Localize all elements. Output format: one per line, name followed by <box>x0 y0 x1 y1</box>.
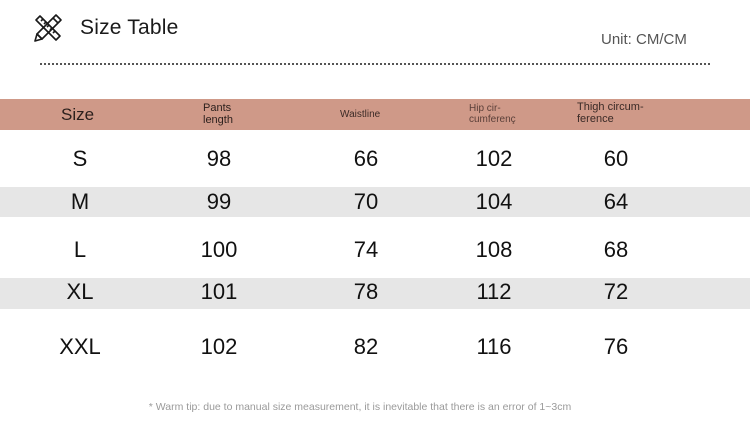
table-cell-hip: 104 <box>475 189 513 214</box>
table-cell-pants-length: 100 <box>200 237 238 262</box>
column-header-size: Size <box>61 106 94 124</box>
table-cell-pants-length: 101 <box>200 279 238 304</box>
table-cell-hip: 112 <box>476 279 512 304</box>
column-header-size-label: Size <box>61 105 95 124</box>
table-cell-thigh: 60 <box>603 146 629 171</box>
column-header-pants-length: Pants length <box>203 102 233 126</box>
column-header-hip-line1: Hip cir- <box>469 103 501 114</box>
column-header-waistline-label: Waistline <box>340 109 381 120</box>
table-cell-waistline: 82 <box>353 334 379 359</box>
row-band <box>0 278 750 309</box>
table-cell-size: XXL <box>59 334 101 359</box>
table-cell-hip: 116 <box>476 334 512 359</box>
table-cell-waistline: 66 <box>353 146 379 171</box>
table-cell-size: S <box>72 146 88 171</box>
table-cell-thigh: 76 <box>603 334 629 359</box>
table-cell-thigh: 72 <box>603 279 629 304</box>
table-cell-waistline: 70 <box>353 189 379 214</box>
unit-label: Unit: CM/CM <box>601 31 687 48</box>
ruler-pencil-icon <box>34 14 62 42</box>
column-header-hip: Hip cir- cumferenç <box>469 103 516 125</box>
table-cell-thigh: 64 <box>603 189 629 214</box>
table-cell-hip: 108 <box>475 237 513 262</box>
table-cell-hip: 102 <box>475 146 513 171</box>
column-header-thigh-line2: ference <box>577 112 614 125</box>
table-header <box>0 99 750 130</box>
page-title: Size Table <box>80 16 179 39</box>
dotted-divider <box>40 63 710 65</box>
table-cell-waistline: 74 <box>353 237 379 262</box>
table-cell-thigh: 68 <box>603 237 629 262</box>
column-header-thigh: Thigh circum- ference <box>577 101 644 125</box>
column-header-pants-line1: Pants <box>203 102 232 114</box>
table-cell-size: M <box>70 189 90 214</box>
table-cell-pants-length: 99 <box>206 189 232 214</box>
warm-tip: * Warm tip: due to manual size measureme… <box>148 401 572 413</box>
column-header-hip-line2: cumferenç <box>469 113 516 125</box>
table-cell-pants-length: 102 <box>200 334 238 359</box>
table-cell-pants-length: 98 <box>206 146 232 171</box>
table-cell-size: XL <box>66 279 94 304</box>
table-cell-waistline: 78 <box>353 279 379 304</box>
row-band <box>0 187 750 217</box>
column-header-thigh-line1: Thigh circum- <box>577 101 644 113</box>
column-header-waistline: Waistline <box>340 109 381 121</box>
column-header-pants-line2: length <box>203 113 233 126</box>
table-cell-size: L <box>73 237 87 262</box>
